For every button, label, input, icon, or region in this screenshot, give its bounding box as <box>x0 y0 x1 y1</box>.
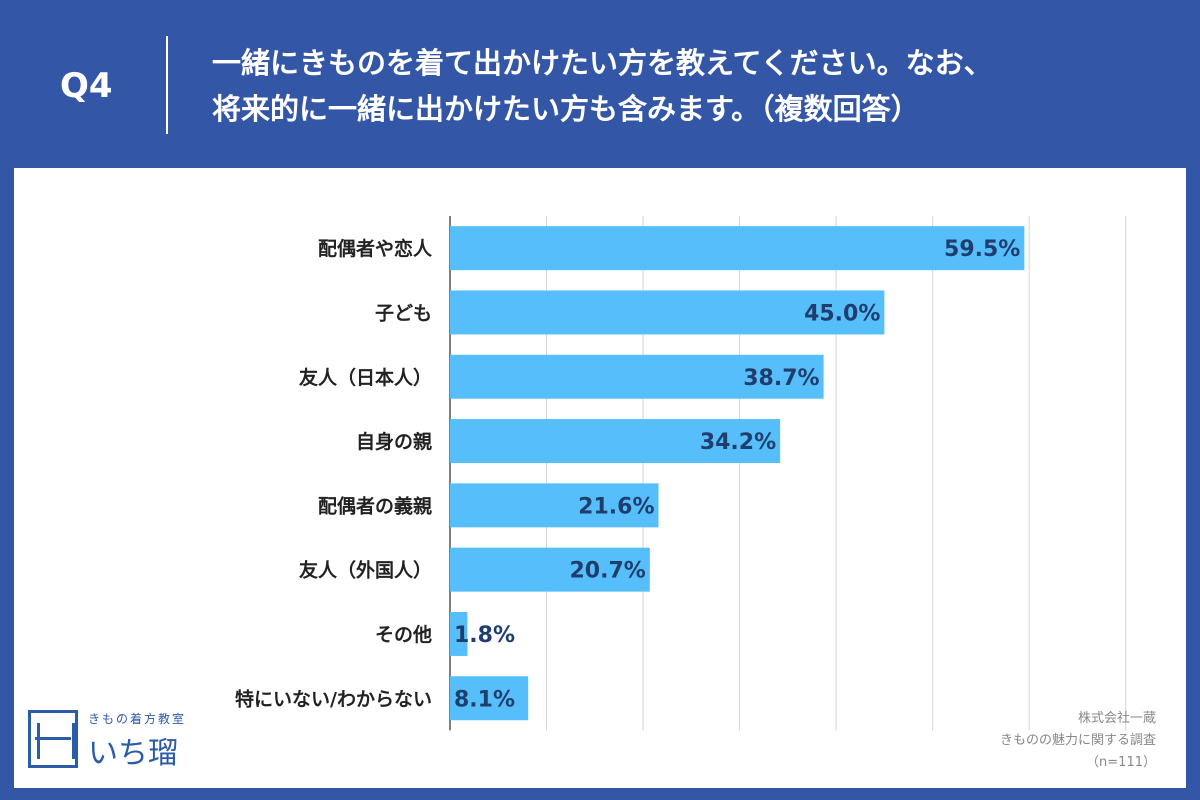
company-logo: きもの着方教室 いち瑠 <box>28 708 228 783</box>
question-line-2: 将来的に一緒に出かけたい方も含みます。（複数回答） <box>212 92 920 126</box>
value-label: 21.6% <box>578 494 654 519</box>
bar-chart: 配偶者や恋人 59.5% 子ども 45.0% 友人（日本人） 38.7% 自身の親 34.2%… <box>235 216 1127 731</box>
logo-subtitle: きもの着方教室 <box>88 712 187 726</box>
logo-mark-icon <box>28 710 78 768</box>
category-label: 友人（外国人） <box>299 559 432 582</box>
source-company: 株式会社一蔵 <box>1077 711 1156 726</box>
category-label: 自身の親 <box>356 430 432 453</box>
bar <box>450 483 659 528</box>
header-divider <box>166 36 168 134</box>
value-label: 59.5% <box>944 237 1020 262</box>
source-survey: きものの魅力に関する調査 <box>999 733 1156 748</box>
category-label: 子ども <box>375 302 432 324</box>
question-line-1: 一緒にきものを着て出かけたい方を教えてください。なお、 <box>212 46 993 80</box>
chart-panel: 配偶者や恋人 59.5% 子ども 45.0% 友人（日本人） 38.7% 自身の親 34.2%… <box>14 168 1186 788</box>
value-label: 45.0% <box>804 301 880 326</box>
header: Q4 一緒にきものを着て出かけたい方を教えてください。なお、 将来的に一緒に出か… <box>0 0 1200 168</box>
value-label: 8.1% <box>454 687 515 712</box>
value-label: 38.7% <box>743 366 819 391</box>
category-label: 配偶者の義親 <box>318 494 432 517</box>
source-note: 株式会社一蔵 きものの魅力に関する調査 （n=111） <box>1000 708 1156 774</box>
category-label: 配偶者や恋人 <box>318 237 433 260</box>
question-text: 一緒にきものを着て出かけたい方を教えてください。なお、 将来的に一緒に出かけたい… <box>212 40 993 132</box>
category-label: 友人（日本人） <box>299 366 432 389</box>
question-number: Q4 <box>60 66 113 106</box>
bar <box>450 547 650 592</box>
value-label: 34.2% <box>700 430 776 455</box>
source-sample: （n=111） <box>1086 755 1156 770</box>
bar <box>450 226 1025 271</box>
category-label: その他 <box>375 623 432 646</box>
bar <box>450 611 468 656</box>
value-label: 20.7% <box>569 559 645 584</box>
logo-name: いち瑠 <box>88 736 178 771</box>
bar <box>450 354 824 399</box>
category-label: 特にいない/わからない <box>235 688 432 710</box>
value-label: 1.8% <box>454 623 515 648</box>
bar <box>450 290 885 335</box>
bar <box>450 676 529 721</box>
bar <box>450 419 781 464</box>
